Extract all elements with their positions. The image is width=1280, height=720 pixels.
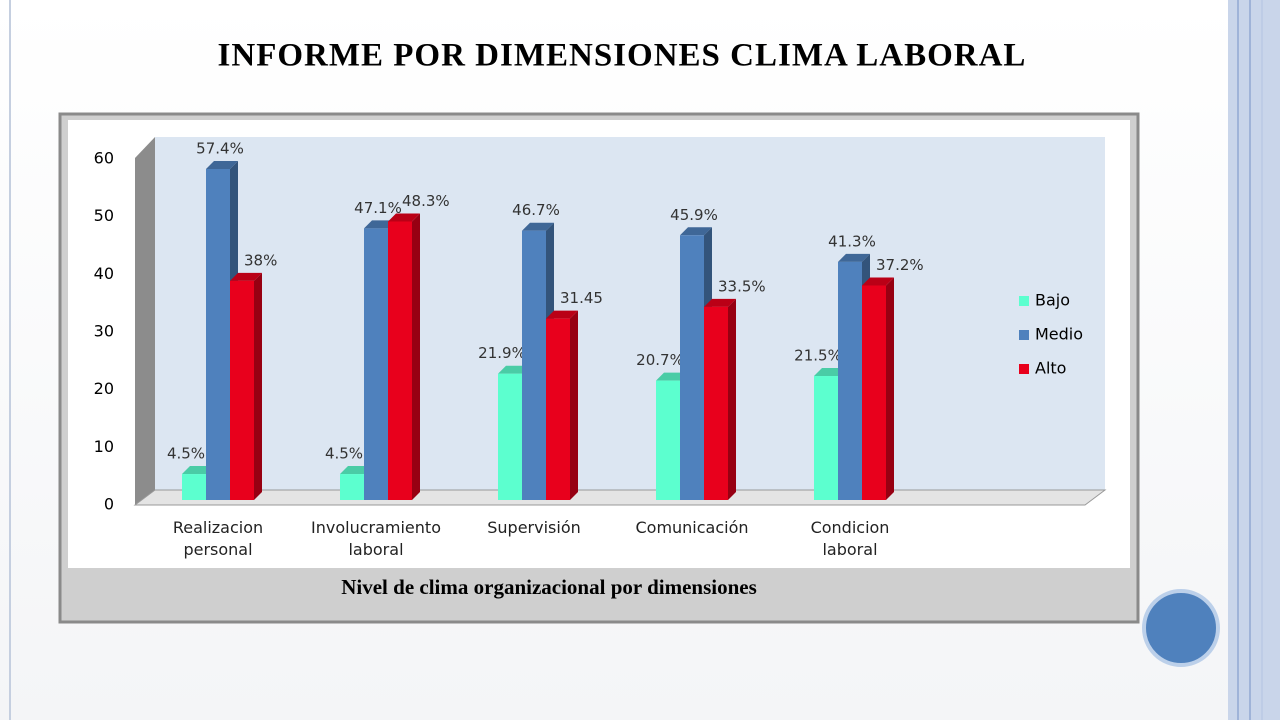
bar [388, 221, 412, 500]
data-label: 45.9% [670, 206, 718, 224]
bar [546, 318, 570, 500]
y-tick-label: 0 [104, 495, 114, 514]
data-label: 57.4% [196, 139, 244, 157]
data-label: 21.9% [478, 344, 526, 362]
bar-top [862, 277, 894, 286]
bar-top [704, 298, 736, 307]
bar-top [230, 272, 262, 281]
bar-top [206, 160, 238, 169]
legend-label: Alto [1035, 359, 1066, 378]
x-tick-label: Supervisión [487, 518, 581, 537]
data-label: 47.1% [354, 199, 402, 217]
y-tick-label: 30 [94, 322, 114, 341]
decor-circle [1142, 589, 1220, 667]
data-label: 48.3% [402, 192, 450, 210]
bar [230, 280, 254, 500]
bar-side [570, 310, 578, 500]
bar [498, 373, 522, 500]
legend-label: Medio [1035, 325, 1083, 344]
bar [838, 261, 862, 500]
bar-side [254, 272, 262, 500]
bar [680, 235, 704, 500]
bar [656, 380, 680, 500]
y-tick-label: 10 [94, 437, 114, 456]
bar-top [388, 213, 420, 222]
y-tick-label: 60 [94, 149, 114, 168]
back-wall [155, 137, 1105, 490]
bar-side [886, 277, 894, 500]
legend-swatch [1019, 364, 1029, 374]
floor [133, 489, 1107, 506]
legend-label: Bajo [1035, 291, 1070, 310]
data-label: 37.2% [876, 256, 924, 274]
data-label: 41.3% [828, 232, 876, 250]
y-tick-label: 50 [94, 206, 114, 225]
bar-top [838, 253, 870, 262]
legend-swatch [1019, 330, 1029, 340]
bar [522, 230, 546, 501]
bar [364, 228, 388, 500]
data-label: 31.45 [560, 289, 603, 307]
data-label: 4.5% [167, 445, 205, 463]
bar-side [728, 298, 736, 500]
data-label: 20.7% [636, 351, 684, 369]
bar [862, 285, 886, 500]
x-tick-label: Realizacion personal [172, 518, 264, 559]
slide-title: INFORME POR DIMENSIONES CLIMA LABORAL [218, 38, 1027, 74]
data-label: 4.5% [325, 445, 363, 463]
side-wall [135, 137, 155, 505]
bar-side [412, 213, 420, 500]
x-tick-label: Involucramiento laboral [311, 518, 441, 559]
bar [182, 474, 206, 500]
y-tick-label: 40 [94, 264, 114, 283]
bar-top [522, 222, 554, 231]
bar [704, 306, 728, 500]
data-label: 46.7% [512, 201, 560, 219]
x-tick-label: Condicion laboral [810, 518, 890, 559]
data-label: 38% [244, 251, 277, 269]
data-label: 33.5% [718, 277, 766, 295]
y-tick-label: 20 [94, 379, 114, 398]
right-band [1228, 0, 1280, 720]
legend-swatch [1019, 296, 1029, 306]
bar [340, 474, 364, 500]
bar-top [680, 227, 712, 236]
data-label: 21.5% [794, 347, 842, 365]
bar [206, 168, 230, 500]
x-tick-label: Comunicación [635, 518, 749, 537]
bar-top [546, 310, 578, 319]
bar [814, 376, 838, 500]
x-axis-title: Nivel de clima organizacional por dimens… [341, 575, 757, 599]
